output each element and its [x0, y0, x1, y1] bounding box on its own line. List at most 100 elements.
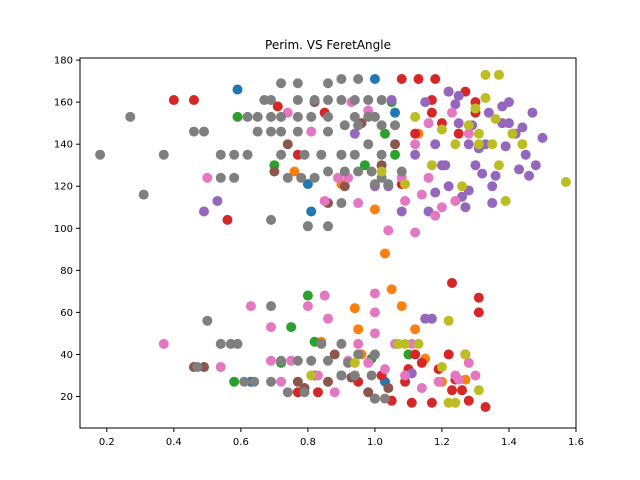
data-point-s6-47 [447, 107, 457, 118]
data-point-s7-39 [349, 95, 360, 106]
data-point-s7-59 [292, 355, 303, 366]
data-point-s7-63 [323, 355, 333, 366]
data-point-s7-74 [259, 95, 270, 106]
data-point-s6-39 [416, 383, 427, 394]
series-6 [158, 97, 481, 398]
data-point-s7-69 [366, 370, 377, 381]
data-point-s7-89 [225, 338, 236, 349]
plot-frame [79, 57, 577, 429]
data-point-s7-70 [369, 393, 380, 404]
data-point-s7-0 [95, 149, 106, 160]
data-point-s2-0 [232, 111, 243, 122]
ticks-layer: 0.2 0.4 0.6 0.8 1.0 1.2 1.4 1.6 20 40 60 80 100 120 14… [54, 56, 584, 448]
data-point-s7-43 [282, 172, 293, 183]
data-point-s4-8 [463, 139, 474, 150]
data-point-s7-19 [292, 111, 303, 122]
data-point-s7-75 [276, 149, 287, 160]
data-point-s6-43 [470, 370, 481, 381]
data-point-s6-9 [319, 290, 330, 301]
data-point-s7-56 [249, 376, 260, 387]
data-point-s7-24 [353, 120, 364, 131]
data-point-s3-14 [443, 349, 454, 360]
data-point-s8-26 [436, 124, 447, 135]
data-point-s3-0 [168, 95, 179, 106]
data-point-s6-42 [463, 357, 474, 368]
data-point-s7-76 [299, 149, 310, 160]
data-point-s6-8 [302, 301, 313, 312]
data-point-s4-23 [477, 168, 488, 179]
data-point-s7-77 [316, 149, 327, 160]
data-point-s6-11 [353, 338, 364, 349]
data-point-s3-17 [447, 385, 457, 396]
data-point-s8-1 [349, 357, 360, 368]
data-point-s7-68 [349, 370, 360, 381]
data-point-s7-22 [323, 126, 333, 137]
series-2 [229, 97, 414, 387]
data-point-s7-5 [199, 126, 209, 137]
data-point-s4-2 [349, 128, 360, 139]
data-point-s4-30 [483, 107, 494, 118]
data-point-s1-9 [289, 166, 300, 177]
data-point-s1-2 [386, 284, 397, 295]
data-point-s7-2 [138, 189, 149, 200]
data-point-s8-6 [443, 315, 454, 326]
data-point-s7-48 [353, 166, 364, 177]
data-point-s8-3 [400, 338, 411, 349]
data-point-s5-9 [329, 349, 340, 360]
data-point-s7-10 [215, 172, 226, 183]
data-point-s5-7 [363, 387, 374, 398]
data-point-s6-26 [353, 198, 364, 209]
data-point-s6-0 [158, 338, 169, 349]
data-point-s3-1 [188, 95, 199, 106]
data-point-s8-11 [473, 139, 484, 150]
data-point-s5-8 [383, 383, 394, 394]
data-point-s6-46 [423, 118, 434, 129]
data-point-s6-24 [423, 172, 434, 183]
data-point-s6-37 [379, 364, 390, 375]
data-point-s7-6 [215, 149, 226, 160]
data-point-s7-3 [158, 149, 169, 160]
data-point-s4-32 [450, 99, 461, 110]
points-layer [95, 69, 571, 412]
data-point-s4-27 [530, 160, 541, 171]
data-point-s4-9 [470, 160, 481, 171]
data-point-s7-61 [316, 338, 327, 349]
data-point-s5-10 [269, 166, 280, 177]
data-point-s4-14 [527, 107, 538, 118]
data-point-s3-7 [430, 74, 441, 85]
data-point-s7-33 [336, 74, 347, 85]
y-tick-label: 60 [60, 308, 73, 319]
data-point-s4-5 [430, 139, 441, 150]
data-point-s7-4 [188, 126, 199, 137]
data-point-s8-7 [460, 349, 471, 360]
y-tick-label: 120 [54, 182, 73, 193]
data-point-s8-10 [450, 397, 461, 408]
x-tick-label: 1.2 [434, 437, 450, 448]
data-point-s6-38 [400, 370, 411, 381]
data-point-s7-1 [125, 111, 136, 122]
data-point-s4-47 [420, 97, 431, 108]
data-point-s3-11 [447, 277, 457, 288]
data-point-s4-41 [453, 90, 464, 101]
data-point-s0-3 [390, 107, 401, 118]
data-point-s7-14 [266, 126, 277, 137]
data-point-s8-5 [436, 362, 447, 373]
data-point-s8-0 [306, 370, 317, 381]
data-point-s7-34 [353, 74, 364, 85]
data-point-s8-30 [376, 166, 387, 177]
x-tick-label: 0.6 [233, 437, 249, 448]
data-point-s7-66 [369, 349, 380, 360]
data-point-s6-12 [369, 328, 380, 339]
data-point-s4-16 [514, 164, 525, 175]
data-point-s3-13 [473, 307, 484, 318]
data-point-s7-79 [349, 149, 360, 160]
data-point-s7-8 [242, 149, 253, 160]
data-point-s7-55 [239, 376, 250, 387]
data-point-s2-8 [359, 160, 370, 171]
data-point-s8-15 [507, 128, 518, 139]
chart-title: Perim. VS FeretAngle [265, 38, 391, 52]
data-point-s6-29 [306, 126, 317, 137]
y-tick-label: 80 [60, 266, 73, 277]
data-point-s7-51 [266, 214, 277, 225]
